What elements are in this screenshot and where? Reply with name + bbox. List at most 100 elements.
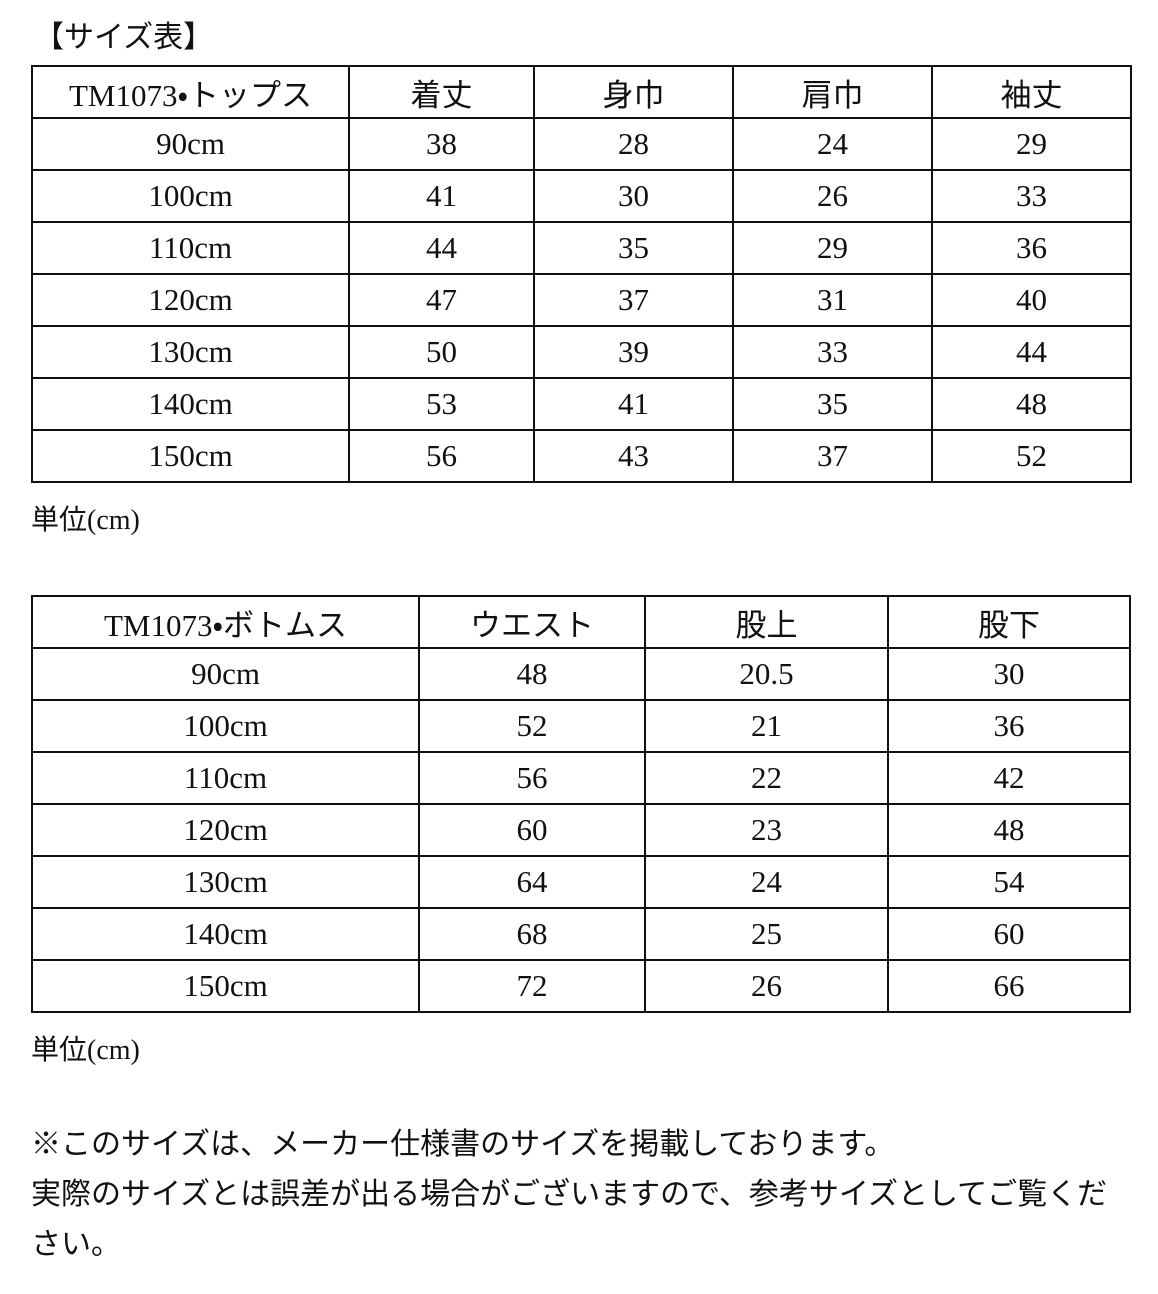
note-line: 実際のサイズとは誤差が出る場合がございますので、参考サイズとしてご覧ください。 bbox=[31, 1178, 1108, 1261]
table-row: 90cm 38 28 24 29 bbox=[31, 117, 1132, 171]
value-cell: 66 bbox=[887, 959, 1131, 1013]
value-cell: 54 bbox=[887, 855, 1131, 909]
value-cell: 30 bbox=[887, 647, 1131, 701]
size-table: TM1073・トップス 着丈 身巾 肩巾 袖丈 90cm 38 28 24 29 100cm 41 30… bbox=[31, 65, 1132, 483]
size-cell: 120cm bbox=[31, 273, 350, 327]
size-cell: 150cm bbox=[31, 959, 420, 1013]
value-cell: 60 bbox=[887, 907, 1131, 961]
table-row: 100cm 41 30 26 33 bbox=[31, 169, 1132, 223]
value-cell: 44 bbox=[348, 221, 535, 275]
value-cell: 22 bbox=[644, 751, 889, 805]
value-cell: 40 bbox=[931, 273, 1132, 327]
size-cell: 150cm bbox=[31, 429, 350, 483]
value-cell: 72 bbox=[418, 959, 646, 1013]
value-cell: 68 bbox=[418, 907, 646, 961]
header-cell: TM1073・トップス bbox=[31, 65, 350, 119]
value-cell: 31 bbox=[732, 273, 933, 327]
value-cell: 41 bbox=[533, 377, 734, 431]
header-cell: 肩巾 bbox=[732, 65, 933, 119]
value-cell: 42 bbox=[887, 751, 1131, 805]
value-cell: 48 bbox=[887, 803, 1131, 857]
size-cell: 120cm bbox=[31, 803, 420, 857]
value-cell: 48 bbox=[418, 647, 646, 701]
value-cell: 33 bbox=[732, 325, 933, 379]
size-cell: 140cm bbox=[31, 907, 420, 961]
header-row: TM1073・トップス 着丈 身巾 肩巾 袖丈 bbox=[31, 65, 1132, 119]
value-cell: 39 bbox=[533, 325, 734, 379]
value-cell: 30 bbox=[533, 169, 734, 223]
value-cell: 36 bbox=[931, 221, 1132, 275]
header-cell: 着丈 bbox=[348, 65, 535, 119]
value-cell: 56 bbox=[418, 751, 646, 805]
value-cell: 44 bbox=[931, 325, 1132, 379]
value-cell: 64 bbox=[418, 855, 646, 909]
header-cell: 股下 bbox=[887, 595, 1131, 649]
table-row: 120cm 60 23 48 bbox=[31, 803, 1131, 857]
value-cell: 60 bbox=[418, 803, 646, 857]
value-cell: 37 bbox=[533, 273, 734, 327]
size-cell: 90cm bbox=[31, 117, 350, 171]
value-cell: 48 bbox=[931, 377, 1132, 431]
value-cell: 37 bbox=[732, 429, 933, 483]
value-cell: 29 bbox=[732, 221, 933, 275]
value-cell: 26 bbox=[644, 959, 889, 1013]
header-cell: 袖丈 bbox=[931, 65, 1132, 119]
value-cell: 21 bbox=[644, 699, 889, 753]
value-cell: 28 bbox=[533, 117, 734, 171]
header-cell: 股上 bbox=[644, 595, 889, 649]
value-cell: 36 bbox=[887, 699, 1131, 753]
value-cell: 26 bbox=[732, 169, 933, 223]
value-cell: 35 bbox=[732, 377, 933, 431]
value-cell: 25 bbox=[644, 907, 889, 961]
value-cell: 50 bbox=[348, 325, 535, 379]
value-cell: 56 bbox=[348, 429, 535, 483]
size-cell: 130cm bbox=[31, 855, 420, 909]
table-row: 110cm 56 22 42 bbox=[31, 751, 1131, 805]
size-table: TM1073・ボトムス ウエスト 股上 股下 90cm 48 20.5 30 100cm 52 21… bbox=[31, 595, 1131, 1013]
table-row: 150cm 72 26 66 bbox=[31, 959, 1131, 1013]
page-title: 【サイズ表】 bbox=[34, 21, 214, 54]
size-cell: 140cm bbox=[31, 377, 350, 431]
table-body: TM1073・ボトムス ウエスト 股上 股下 90cm 48 20.5 30 100cm 52 21… bbox=[31, 595, 1131, 1013]
table-row: 140cm 53 41 35 48 bbox=[31, 377, 1132, 431]
value-cell: 41 bbox=[348, 169, 535, 223]
header-cell: 身巾 bbox=[533, 65, 734, 119]
value-cell: 47 bbox=[348, 273, 535, 327]
table-row: 120cm 47 37 31 40 bbox=[31, 273, 1132, 327]
table-row: 130cm 50 39 33 44 bbox=[31, 325, 1132, 379]
size-cell: 90cm bbox=[31, 647, 420, 701]
header-row: TM1073・ボトムス ウエスト 股上 股下 bbox=[31, 595, 1131, 649]
size-cell: 100cm bbox=[31, 169, 350, 223]
value-cell: 43 bbox=[533, 429, 734, 483]
table-row: 110cm 44 35 29 36 bbox=[31, 221, 1132, 275]
value-cell: 52 bbox=[931, 429, 1132, 483]
value-cell: 23 bbox=[644, 803, 889, 857]
table-row: 130cm 64 24 54 bbox=[31, 855, 1131, 909]
unit-label: 単位(cm) bbox=[31, 1035, 140, 1066]
table-row: 90cm 48 20.5 30 bbox=[31, 647, 1131, 701]
note-line: ※このサイズは、メーカー仕様書のサイズを掲載しております。 bbox=[31, 1128, 895, 1161]
unit-label: 単位(cm) bbox=[31, 505, 140, 536]
value-cell: 24 bbox=[644, 855, 889, 909]
value-cell: 24 bbox=[732, 117, 933, 171]
table-row: 100cm 52 21 36 bbox=[31, 699, 1131, 753]
table-row: 140cm 68 25 60 bbox=[31, 907, 1131, 961]
value-cell: 29 bbox=[931, 117, 1132, 171]
value-cell: 20.5 bbox=[644, 647, 889, 701]
value-cell: 35 bbox=[533, 221, 734, 275]
value-cell: 52 bbox=[418, 699, 646, 753]
size-cell: 100cm bbox=[31, 699, 420, 753]
size-cell: 110cm bbox=[31, 751, 420, 805]
table-row: 150cm 56 43 37 52 bbox=[31, 429, 1132, 483]
value-cell: 53 bbox=[348, 377, 535, 431]
value-cell: 33 bbox=[931, 169, 1132, 223]
size-cell: 130cm bbox=[31, 325, 350, 379]
size-cell: 110cm bbox=[31, 221, 350, 275]
notes: ※このサイズは、メーカー仕様書のサイズを掲載しております。実際のサイズとは誤差が… bbox=[31, 1120, 1126, 1270]
header-cell: ウエスト bbox=[418, 595, 646, 649]
value-cell: 38 bbox=[348, 117, 535, 171]
header-cell: TM1073・ボトムス bbox=[31, 595, 420, 649]
table-body: TM1073・トップス 着丈 身巾 肩巾 袖丈 90cm 38 28 24 29 100cm 41 30… bbox=[31, 65, 1132, 483]
